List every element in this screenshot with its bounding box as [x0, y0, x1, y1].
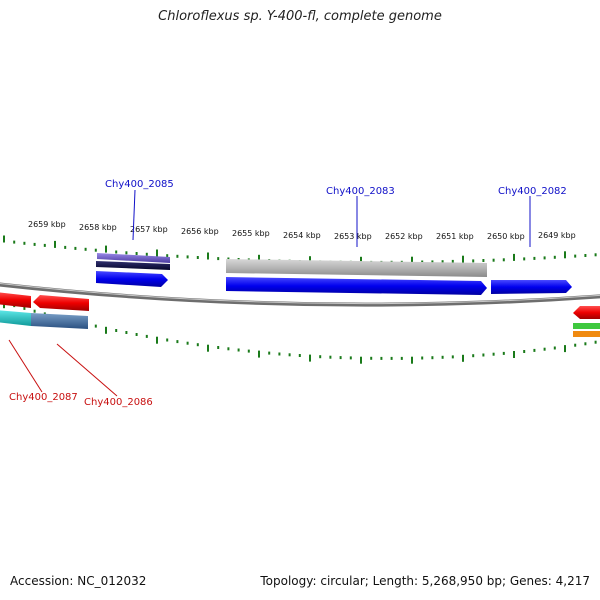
gene-label-chy400-2086[interactable]: Chy400_2086 — [84, 397, 153, 408]
gene-chy400-2082[interactable] — [491, 280, 572, 294]
right-green-feature[interactable] — [573, 323, 600, 329]
gene-chy400-2083[interactable] — [226, 277, 487, 295]
map-title: Chloroflexus sp. Y-400-fl, complete geno… — [158, 9, 442, 24]
right-red-feature[interactable] — [573, 306, 600, 319]
gene-chy400-2085[interactable] — [96, 271, 168, 287]
steel-feature[interactable] — [31, 313, 88, 329]
scale-label: 2653 kbp — [334, 232, 372, 241]
grey-feature[interactable] — [226, 259, 487, 277]
genome-backbone — [0, 282, 600, 307]
scale-label: 2649 kbp — [538, 231, 576, 240]
gene-chy400-2087[interactable] — [0, 292, 31, 308]
gene-label-chy400-2083[interactable]: Chy400_2083 — [326, 186, 395, 197]
scale-label: 2652 kbp — [385, 232, 423, 241]
genome-summary-text: Topology: circular; Length: 5,268,950 bp… — [260, 574, 590, 588]
leader-line-chy400-2087 — [8, 339, 43, 393]
leader-line-chy400-2085 — [132, 189, 136, 241]
scale-label: 2654 kbp — [283, 231, 321, 240]
scale-label: 2656 kbp — [181, 227, 219, 236]
purple-feature[interactable] — [97, 253, 170, 263]
gene-label-chy400-2082[interactable]: Chy400_2082 — [498, 186, 567, 197]
scale-label: 2657 kbp — [130, 225, 168, 234]
navy-feature[interactable] — [96, 261, 170, 270]
scale-labels: 2659 kbp 2658 kbp 2657 kbp 2656 kbp 2655… — [28, 220, 576, 241]
cyan-feature[interactable] — [0, 310, 31, 326]
scale-label: 2659 kbp — [28, 220, 66, 229]
genome-backbone-highlight — [0, 283, 600, 305]
accession-text: Accession: NC_012032 — [10, 574, 147, 588]
scale-label: 2658 kbp — [79, 223, 117, 232]
leader-line-chy400-2086 — [56, 343, 118, 397]
scale-label: 2651 kbp — [436, 232, 474, 241]
gene-chy400-2086[interactable] — [33, 295, 89, 311]
scale-label: 2650 kbp — [487, 232, 525, 241]
right-orange-feature[interactable] — [573, 331, 600, 337]
inner-tick-ring — [3, 301, 597, 364]
gene-label-chy400-2085[interactable]: Chy400_2085 — [105, 179, 174, 190]
scale-label: 2655 kbp — [232, 229, 270, 238]
gene-label-chy400-2087[interactable]: Chy400_2087 — [9, 392, 78, 403]
